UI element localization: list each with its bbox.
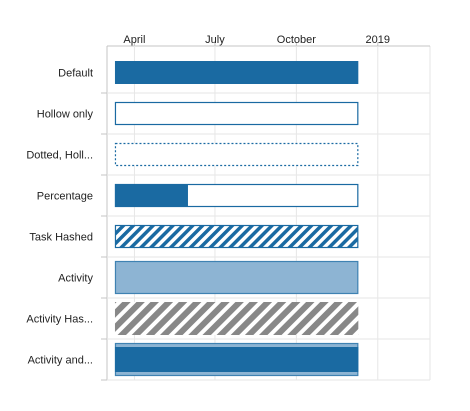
x-tick-label: October <box>277 34 316 46</box>
bar-hashed <box>114 224 359 249</box>
x-tick-label: April <box>123 34 145 46</box>
bar-activity-hashed <box>114 302 359 335</box>
row-label: Activity and... <box>28 355 93 367</box>
row-label: Activity <box>58 273 93 285</box>
bar-dotted-hollow <box>114 142 359 167</box>
bar-task-inner <box>114 347 359 372</box>
row-label: Hollow only <box>37 109 94 121</box>
bar-default <box>114 61 359 84</box>
bar-hollow <box>114 101 359 126</box>
bar-activity <box>114 260 359 295</box>
x-tick-label: 2019 <box>366 34 390 46</box>
row-label: Task Hashed <box>29 232 93 244</box>
row-label: Activity Has... <box>26 314 93 326</box>
x-tick-label: July <box>205 34 225 46</box>
row-label: Dotted, Holl... <box>26 150 93 162</box>
x-axis: April July October 2019 <box>123 34 390 46</box>
grid-layer <box>101 42 431 381</box>
row-label: Default <box>58 68 93 80</box>
rows: Default Hollow only Dotted, Holl... Percent… <box>26 61 359 377</box>
row-label: Percentage <box>37 191 93 203</box>
bar-percentage-fill <box>114 184 188 207</box>
